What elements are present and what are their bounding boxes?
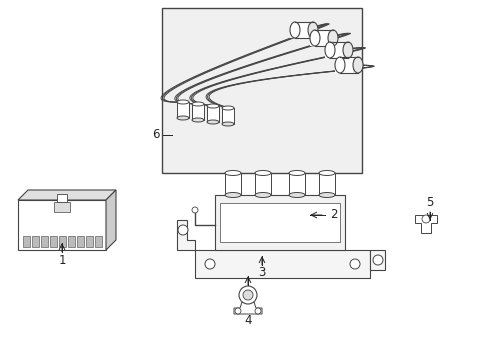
Ellipse shape <box>325 42 334 58</box>
Circle shape <box>235 308 241 314</box>
Circle shape <box>239 286 257 304</box>
Circle shape <box>243 290 252 300</box>
Polygon shape <box>234 302 262 314</box>
Bar <box>162 8 361 173</box>
Ellipse shape <box>352 57 362 73</box>
Bar <box>18 200 106 250</box>
Ellipse shape <box>309 30 319 46</box>
Bar <box>288 173 305 195</box>
Bar <box>309 30 327 46</box>
Ellipse shape <box>288 171 305 175</box>
Bar <box>318 173 334 195</box>
Bar <box>195 250 369 278</box>
Bar <box>32 236 39 247</box>
Ellipse shape <box>222 122 234 126</box>
Bar <box>77 236 84 247</box>
Bar <box>334 57 352 73</box>
Bar <box>54 202 70 212</box>
Ellipse shape <box>254 171 270 175</box>
Bar <box>224 173 241 195</box>
Ellipse shape <box>177 116 189 120</box>
Text: 6: 6 <box>152 129 160 141</box>
Circle shape <box>178 225 187 235</box>
Bar <box>254 173 270 195</box>
Bar <box>206 106 219 122</box>
Polygon shape <box>414 215 436 233</box>
Ellipse shape <box>206 120 219 124</box>
Ellipse shape <box>342 42 352 58</box>
Text: 4: 4 <box>244 314 251 327</box>
Bar <box>59 236 66 247</box>
Ellipse shape <box>192 102 203 106</box>
Ellipse shape <box>288 193 305 198</box>
Text: 3: 3 <box>258 266 265 279</box>
Circle shape <box>254 308 261 314</box>
Circle shape <box>349 259 359 269</box>
Bar <box>289 22 307 38</box>
Bar <box>50 236 57 247</box>
Bar <box>57 194 67 202</box>
Text: 2: 2 <box>329 208 337 221</box>
Bar <box>68 236 75 247</box>
Ellipse shape <box>289 22 299 38</box>
Ellipse shape <box>318 193 334 198</box>
Bar <box>177 102 189 118</box>
Bar <box>23 236 30 247</box>
Bar <box>192 104 203 120</box>
Text: 1: 1 <box>58 253 65 266</box>
Ellipse shape <box>334 57 345 73</box>
Circle shape <box>421 215 429 223</box>
Ellipse shape <box>224 193 241 198</box>
Circle shape <box>204 259 215 269</box>
Circle shape <box>372 255 382 265</box>
Ellipse shape <box>327 30 337 46</box>
Ellipse shape <box>318 171 334 175</box>
Ellipse shape <box>307 22 317 38</box>
Ellipse shape <box>206 104 219 108</box>
Bar <box>41 236 48 247</box>
Bar <box>325 42 342 58</box>
Ellipse shape <box>177 100 189 104</box>
Polygon shape <box>18 190 116 200</box>
Polygon shape <box>177 220 195 250</box>
Ellipse shape <box>254 193 270 198</box>
Bar <box>222 108 234 124</box>
Ellipse shape <box>192 118 203 122</box>
Text: 5: 5 <box>426 195 433 208</box>
Bar <box>86 236 93 247</box>
Ellipse shape <box>224 171 241 175</box>
Polygon shape <box>369 250 384 270</box>
Bar <box>220 203 339 242</box>
Bar <box>95 236 102 247</box>
Bar <box>215 195 345 250</box>
Polygon shape <box>106 190 116 250</box>
Circle shape <box>192 207 198 213</box>
Ellipse shape <box>222 106 234 110</box>
